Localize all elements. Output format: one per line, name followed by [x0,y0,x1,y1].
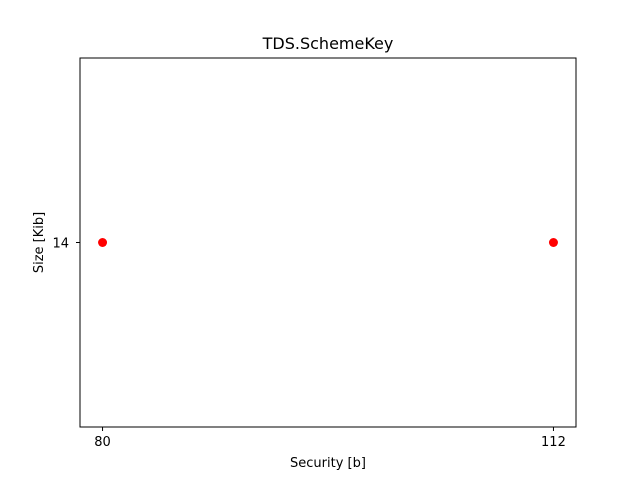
y-axis-label: Size [Kib] [32,212,47,273]
x-tick-label: 112 [541,435,566,450]
y-tick-label: 14 [52,237,69,252]
x-tick-label: 80 [94,435,111,450]
data-points [98,238,558,247]
scatter-point [548,238,558,247]
chart-title: TDS.SchemeKey [262,34,394,53]
axis-ticks: 80 112 14 [52,237,565,451]
scatter-point [98,238,108,247]
plot-area-frame [79,57,577,428]
x-axis-label: Security [b] [290,456,366,471]
